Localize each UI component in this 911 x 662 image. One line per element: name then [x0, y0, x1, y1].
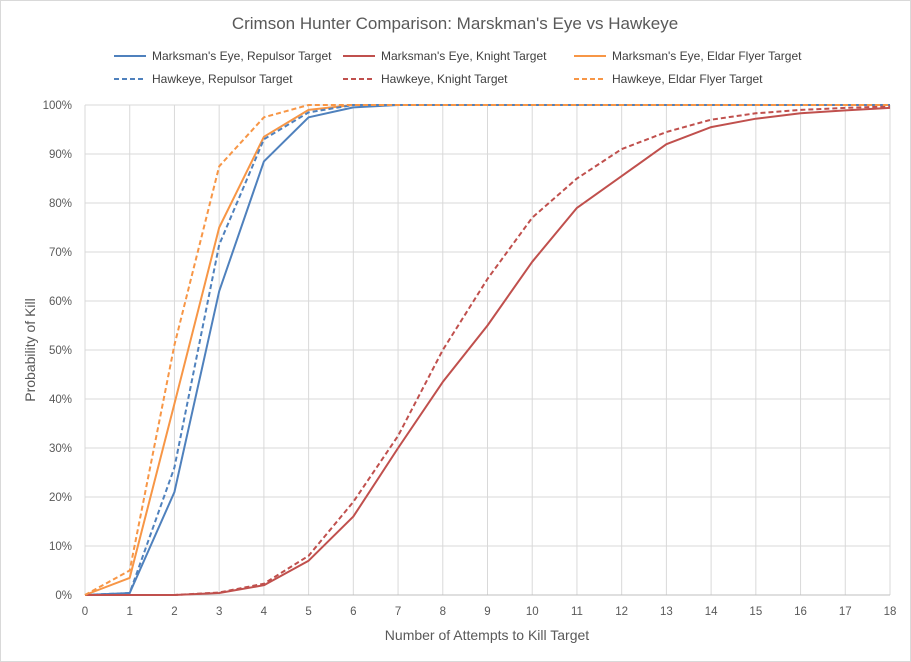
x-tick-label: 16	[794, 606, 807, 618]
y-tick-label: 0%	[55, 590, 72, 602]
y-tick-label: 80%	[49, 198, 72, 210]
x-tick-label: 0	[82, 606, 88, 618]
y-axis-title: Probability of Kill	[22, 298, 38, 402]
x-tick-label: 17	[839, 606, 852, 618]
x-tick-label: 14	[705, 606, 718, 618]
legend: Marksman's Eye, Repulsor Target Marksman'…	[114, 49, 802, 86]
series-line	[85, 105, 891, 596]
series-lines	[84, 104, 891, 596]
x-axis-title: Number of Attempts to Kill Target	[385, 627, 589, 643]
legend-label: Marksman's Eye, Eldar Flyer Target	[612, 49, 802, 63]
x-tick-label: 15	[749, 606, 762, 618]
legend-label: Marksman's Eye, Repulsor Target	[152, 49, 332, 63]
x-tick-label: 18	[884, 606, 897, 618]
axes: 0%10%20%30%40%50%60%70%80%90%100%0 1 2 3 4 5 6…	[43, 100, 897, 618]
x-tick-label: 11	[571, 606, 583, 618]
y-tick-label: 60%	[49, 296, 72, 308]
chart-title: Crimson Hunter Comparison: Marskman's Ey…	[232, 14, 678, 33]
x-tick-label: 1	[127, 606, 133, 618]
y-tick-label: 20%	[49, 492, 72, 504]
series-line	[84, 104, 890, 596]
x-tick-label: 6	[350, 606, 356, 618]
x-tick-label: 7	[395, 606, 401, 618]
x-tick-label: 4	[261, 606, 268, 618]
y-tick-label: 70%	[49, 247, 72, 259]
y-tick-label: 10%	[49, 541, 72, 553]
legend-label: Hawkeye, Knight Target	[381, 72, 508, 86]
y-tick-label: 50%	[49, 345, 72, 357]
y-tick-label: 30%	[49, 443, 72, 455]
legend-label: Hawkeye, Eldar Flyer Target	[612, 72, 763, 86]
x-tick-label: 3	[216, 606, 222, 618]
legend-label: Hawkeye, Repulsor Target	[152, 72, 293, 86]
series-line	[85, 106, 891, 596]
x-tick-label: 10	[526, 606, 539, 618]
x-tick-label: 9	[484, 606, 490, 618]
x-tick-label: 5	[305, 606, 311, 618]
x-tick-label: 12	[615, 606, 628, 618]
y-tick-label: 100%	[43, 100, 72, 112]
y-tick-label: 90%	[49, 149, 72, 161]
y-tick-label: 40%	[49, 394, 72, 406]
x-tick-label: 13	[660, 606, 673, 618]
x-tick-label: 2	[171, 606, 177, 618]
x-tick-label: 8	[440, 606, 446, 618]
legend-label: Marksman's Eye, Knight Target	[381, 49, 547, 63]
